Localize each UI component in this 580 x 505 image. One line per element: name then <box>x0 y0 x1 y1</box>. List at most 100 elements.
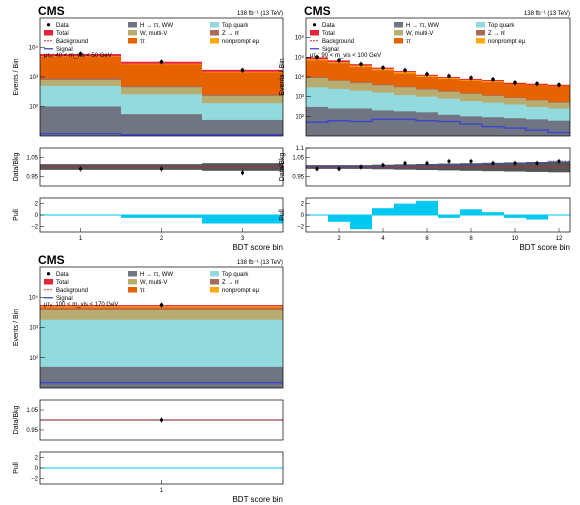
bar-h_tautau_ww-bin-4 <box>372 110 394 136</box>
bar-h_tautau_ww-bin-11 <box>526 119 548 136</box>
legend-label-background: Background <box>322 39 354 45</box>
chart-panel-top-right: 10² 10³ 10⁴ 10⁵ 10⁶ Data H → ττ, WW Top quark To… <box>279 4 571 252</box>
bar-h_tautau_ww-bin-6 <box>416 112 438 136</box>
ratio-tick-label-2: 1.1 <box>296 146 305 152</box>
legend-swatch-data <box>46 23 51 27</box>
legend-swatch-total <box>310 30 319 36</box>
legend-label-data: Data <box>56 272 69 278</box>
cms-label: CMS <box>38 4 65 18</box>
y-title-main: Events / Bin <box>13 58 20 95</box>
legend-swatch-zll <box>476 30 485 36</box>
x-tick-label-0: 2 <box>337 236 341 242</box>
data-point-bin-8 <box>469 76 473 80</box>
pull-tick-label-1: 0 <box>35 466 39 472</box>
bar-h_tautau_ww-bin-12 <box>548 120 570 136</box>
x-tick-label-2: 3 <box>241 236 245 242</box>
legend-label-nonprompt: nonprompt eμ <box>222 39 260 45</box>
x-axis-title: BDT score bin <box>232 495 283 504</box>
legend-label-nonprompt: nonprompt eμ <box>488 39 526 45</box>
y-title-main: Events / Bin <box>279 58 286 95</box>
data-point-bin-2 <box>337 58 341 63</box>
ratio-point-bin-7 <box>447 159 451 163</box>
legend-label-top: Top quark <box>222 23 249 29</box>
ratio-point-bin-2 <box>337 167 341 171</box>
ratio-tick-label-0: 0.95 <box>26 175 38 181</box>
legend-swatch-data <box>312 23 317 27</box>
ratio-point-bin-11 <box>535 161 539 165</box>
x-tick-label-1: 2 <box>160 236 164 242</box>
category-label: μτₑ: 100 < m_vis < 170 GeV <box>44 302 118 308</box>
y-title-pull: Pull <box>279 209 286 221</box>
legend-swatch-nonprompt <box>210 38 219 44</box>
pull-bar-bin-7 <box>438 215 460 218</box>
y-title-main: Events / Bin <box>13 309 20 346</box>
legend-label-tautau: ττ <box>140 288 145 294</box>
pull-bar-bin-10 <box>504 215 526 218</box>
chart-panel-bottom-left: 10² 10³ 10⁴ Data H → ττ, WW Top quark Total W, … <box>13 253 284 504</box>
y-tick-label-0: 10² <box>29 105 38 111</box>
bar-h_tautau_ww-bin-3 <box>350 108 372 136</box>
data-point-bin-1 <box>78 52 83 56</box>
pull-bar-bin-3 <box>202 215 283 224</box>
y-tick-label-1: 10³ <box>29 75 38 81</box>
x-axis-title: BDT score bin <box>519 243 570 252</box>
pull-bar-bin-9 <box>482 212 504 215</box>
legend-label-h_tautau_ww: H → ττ, WW <box>140 23 173 29</box>
lumi-label: 138 fb⁻¹ (13 TeV) <box>237 11 283 17</box>
legend-swatch-top <box>210 22 219 28</box>
data-point-bin-5 <box>403 68 407 73</box>
y-tick-label-2: 10⁴ <box>29 294 39 301</box>
bar-h_tautau_ww-bin-5 <box>394 111 416 136</box>
y-title-pull: Pull <box>13 209 20 221</box>
legend-swatch-tautau <box>128 287 137 293</box>
ratio-point-bin-2 <box>159 167 164 171</box>
bar-h_tautau_ww-bin-10 <box>504 118 526 136</box>
ratio-tick-label-0: 0.95 <box>292 175 304 181</box>
ratio-point-bin-10 <box>513 161 517 165</box>
pull-bar-bin-8 <box>460 209 482 215</box>
pull-bar-bin-5 <box>394 203 416 215</box>
pull-bar-bin-2 <box>121 215 202 218</box>
legend-swatch-w_multiv <box>394 30 403 36</box>
lumi-label: 138 fb⁻¹ (13 TeV) <box>237 260 283 266</box>
data-point-bin-12 <box>557 83 561 87</box>
data-point-bin-10 <box>513 80 517 85</box>
legend-swatch-tautau <box>394 38 403 44</box>
legend-swatch-h_tautau_ww <box>128 271 137 277</box>
y-tick-label-2: 10⁴ <box>29 45 39 52</box>
data-point-bin-1 <box>315 55 319 60</box>
legend-label-top: Top quark <box>488 23 515 29</box>
legend-swatch-nonprompt <box>210 287 219 293</box>
pull-tick-label-0: −2 <box>31 224 39 230</box>
x-tick-label-5: 12 <box>556 236 563 242</box>
legend-label-data: Data <box>322 23 335 29</box>
cms-label: CMS <box>304 4 331 18</box>
legend-label-tautau: ττ <box>140 39 145 45</box>
x-tick-label-0: 1 <box>79 236 83 242</box>
x-axis-title: BDT score bin <box>232 243 283 252</box>
x-tick-label-1: 4 <box>381 236 385 242</box>
y-title-ratio: Data/Bkg <box>279 152 286 181</box>
cms-label: CMS <box>38 253 65 267</box>
signal-line <box>306 118 570 134</box>
data-point-bin-6 <box>425 72 429 76</box>
pull-tick-label-1: 0 <box>35 213 39 219</box>
bar-h_tautau_ww-bin-2 <box>121 114 202 136</box>
data-point-bin-3 <box>359 62 363 66</box>
category-label: μτₑ: 40 < m_vis < 50 GeV <box>44 53 112 59</box>
ratio-point-bin-9 <box>491 161 495 165</box>
legend-label-data: Data <box>56 23 69 29</box>
ratio-tick-label-1: 1.05 <box>26 156 38 162</box>
ratio-frame <box>39 399 284 441</box>
legend-swatch-w_multiv <box>128 30 137 36</box>
legend-label-zll: Z → ℓℓ <box>488 30 505 37</box>
legend-swatch-tautau <box>128 38 137 44</box>
legend-label-total: Total <box>322 31 335 37</box>
legend-label-w_multiv: W, multi-V <box>140 280 167 286</box>
legend-swatch-zll <box>210 30 219 36</box>
x-tick-label-4: 10 <box>512 236 519 242</box>
category-label: μτₑ: 90 < m_vis < 100 GeV <box>310 53 381 59</box>
ratio-tick-label-0: 0.95 <box>26 428 38 434</box>
legend-label-background: Background <box>56 39 88 45</box>
x-tick-label-0: 1 <box>160 488 164 494</box>
